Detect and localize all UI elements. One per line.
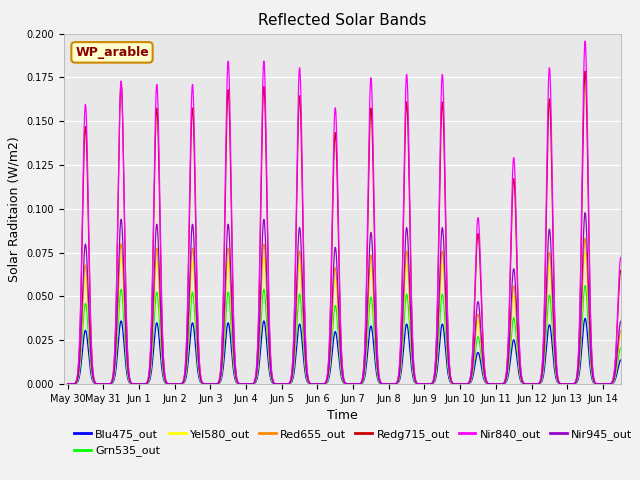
Nir945_out [617,319,625,324]
Redg715_out [243,381,251,387]
Red655_out [581,235,589,241]
Grn535_out [502,380,509,385]
Red655_out [375,378,383,384]
Red655_out [516,369,524,374]
Yel580_out [581,250,589,256]
Redg715_out [502,377,509,383]
Nir840_out [375,373,383,379]
Yel580_out [502,379,509,385]
Blu475_out [581,315,589,321]
Nir840_out [198,380,206,385]
Yel580_out [516,370,524,375]
Blu475_out [502,380,509,386]
Redg715_out [568,381,575,387]
Nir840_out [243,381,251,387]
Redg715_out [198,380,206,385]
Redg715_out [516,355,524,360]
Grn535_out [516,372,524,378]
Blu475_out [617,357,625,363]
Nir945_out [198,381,206,386]
Nir945_out [581,210,589,216]
Line: Red655_out: Red655_out [68,238,621,384]
Nir840_out [64,381,72,387]
Grn535_out [64,381,72,387]
Nir840_out [617,255,625,261]
Yel580_out [617,333,625,339]
Redg715_out [375,374,383,380]
Nir945_out [502,379,509,384]
Yel580_out [568,381,575,387]
Nir945_out [375,377,383,383]
Yel580_out [198,381,206,386]
Red655_out [502,379,509,385]
Grn535_out [375,379,383,384]
Blu475_out [516,375,524,381]
Title: Reflected Solar Bands: Reflected Solar Bands [258,13,427,28]
Redg715_out [64,381,72,387]
Grn535_out [568,381,575,387]
Blu475_out [198,381,206,386]
Nir945_out [64,381,72,387]
Y-axis label: Solar Raditaion (W/m2): Solar Raditaion (W/m2) [8,136,21,282]
Grn535_out [581,283,589,288]
Text: WP_arable: WP_arable [75,46,149,59]
Nir840_out [502,376,509,382]
Nir840_out [516,352,524,358]
X-axis label: Time: Time [327,409,358,422]
Line: Yel580_out: Yel580_out [68,253,621,384]
Legend: Blu475_out, Grn535_out, Yel580_out, Red655_out, Redg715_out, Nir840_out, Nir945_: Blu475_out, Grn535_out, Yel580_out, Red6… [70,425,637,461]
Yel580_out [64,381,72,387]
Line: Nir945_out: Nir945_out [68,213,621,384]
Blu475_out [243,381,251,387]
Nir945_out [243,381,251,387]
Nir840_out [581,38,589,44]
Grn535_out [198,381,206,386]
Grn535_out [243,381,251,387]
Blu475_out [375,380,383,385]
Grn535_out [617,345,625,351]
Line: Grn535_out: Grn535_out [68,286,621,384]
Line: Blu475_out: Blu475_out [68,318,621,384]
Red655_out [568,381,575,387]
Red655_out [198,381,206,386]
Blu475_out [64,381,72,387]
Line: Redg715_out: Redg715_out [68,72,621,384]
Nir840_out [568,381,575,387]
Redg715_out [581,69,589,74]
Redg715_out [617,268,625,274]
Red655_out [617,328,625,334]
Nir945_out [516,366,524,372]
Red655_out [243,381,251,387]
Nir945_out [568,381,575,387]
Red655_out [64,381,72,387]
Yel580_out [375,378,383,384]
Line: Nir840_out: Nir840_out [68,41,621,384]
Yel580_out [243,381,251,387]
Blu475_out [568,381,575,387]
